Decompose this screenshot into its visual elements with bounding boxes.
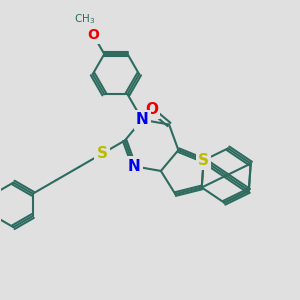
Text: O: O <box>88 28 99 42</box>
Text: N: N <box>128 159 140 174</box>
Text: S: S <box>198 153 209 168</box>
Text: $\mathregular{CH_3}$: $\mathregular{CH_3}$ <box>74 12 95 26</box>
Text: S: S <box>96 146 107 161</box>
Text: O: O <box>145 102 158 117</box>
Text: N: N <box>136 112 148 127</box>
